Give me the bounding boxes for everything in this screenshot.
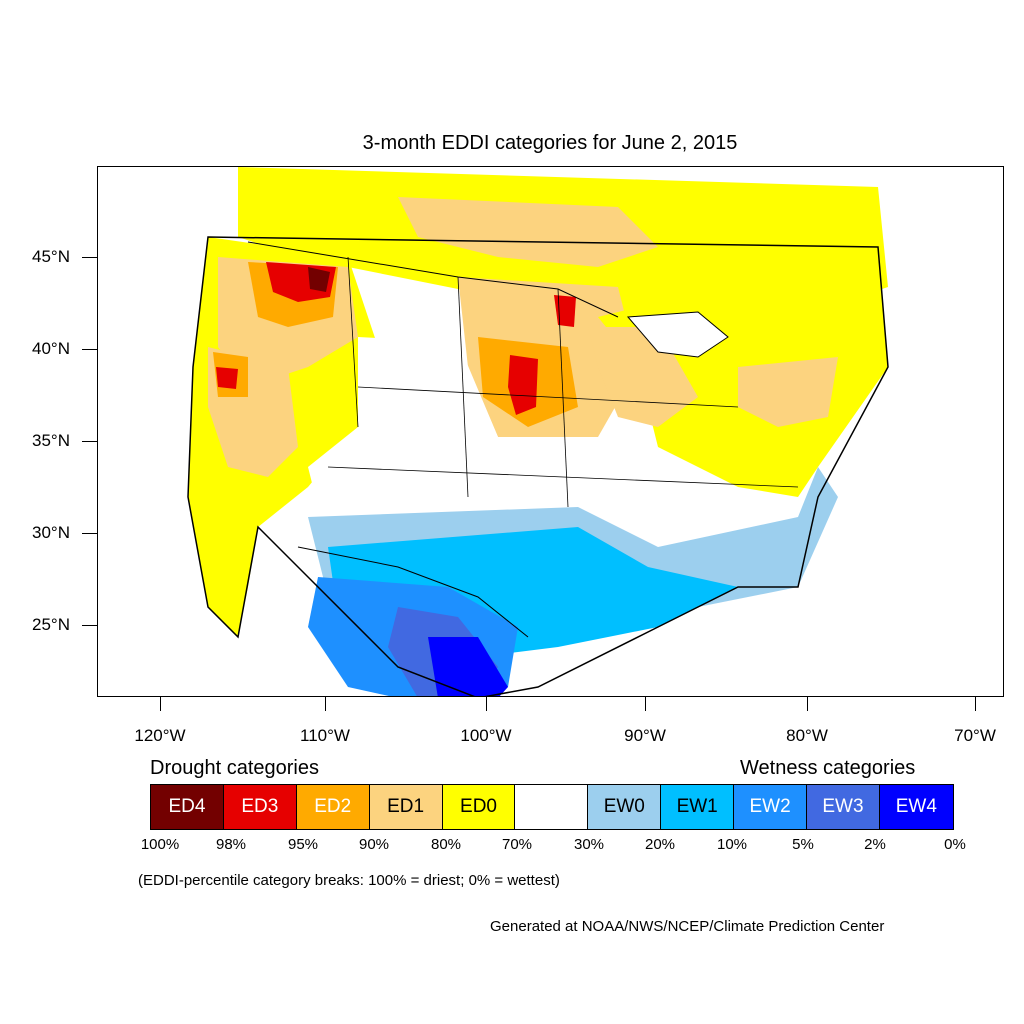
eddi-map-canvas [187,167,889,696]
legend-note: (EDDI-percentile category breaks: 100% =… [138,872,560,889]
lat-tick [82,257,97,258]
legend-normal [515,785,589,829]
pct-break: 0% [944,836,966,853]
canada-border [247,241,619,318]
legend-ew2: EW2 [734,785,808,829]
lon-label-70: 70°W [954,726,996,745]
lon-label-120: 120°W [134,726,186,745]
credit-line: Generated at NOAA/NWS/NCEP/Climate Predi… [490,918,885,935]
state-line-5 [327,466,799,488]
lat-label-40: 40°N [32,339,70,358]
pct-break: 2% [864,836,886,853]
pct-break: 5% [792,836,814,853]
pct-break: 98% [215,836,247,853]
great-lakes [626,311,729,358]
legend-ed1: ED1 [369,785,443,829]
lat-tick [82,441,97,442]
legend-ed0: ED0 [442,785,516,829]
lon-tick [486,697,487,711]
pct-break: 70% [501,836,533,853]
legend-ed4: ED4 [151,785,224,829]
legend-ed3: ED3 [223,785,297,829]
pct-break: 80% [430,836,462,853]
lon-tick [645,697,646,711]
wetness-heading: Wetness categories [740,757,916,779]
lon-tick [325,697,326,711]
lat-tick [82,349,97,350]
lon-label-80: 80°W [786,726,828,745]
canada-dry-band [398,197,658,267]
pct-break: 90% [358,836,390,853]
lon-tick [975,697,976,711]
pct-break: 10% [716,836,748,853]
legend-ew0: EW0 [588,785,662,829]
state-line-1 [347,256,359,428]
lon-tick [807,697,808,711]
lat-tick [82,533,97,534]
legend-ew1: EW1 [661,785,735,829]
legend-ew4: EW4 [879,785,953,829]
lon-label-110: 110°W [300,726,350,745]
legend-ed2: ED2 [296,785,370,829]
map-title: 3-month EDDI categories for June 2, 2015 [362,132,738,154]
lon-label-90: 90°W [624,726,666,745]
drought-heading: Drought categories [150,757,319,779]
lat-label-45: 45°N [32,247,70,266]
pct-break: 100% [140,836,180,853]
lon-tick [160,697,161,711]
pct-break: 95% [287,836,319,853]
state-line-4 [357,386,739,408]
pct-break: 20% [644,836,676,853]
nebraska-severe [508,355,538,415]
south-wet-exceptional [428,637,508,696]
eddi-map [97,166,1004,697]
lat-tick [82,625,97,626]
lat-label-35: 35°N [32,431,70,450]
midatlantic-dry [738,357,838,427]
state-line-2 [457,276,469,498]
lon-label-100: 100°W [460,726,512,745]
idaho-exceptional [308,267,330,292]
lat-label-30: 30°N [32,523,70,542]
california-severe [216,367,238,389]
us-outline [187,236,889,696]
lat-label-25: 25°N [32,615,70,634]
legend-ew3: EW3 [807,785,880,829]
pct-break: 30% [573,836,605,853]
mexico-border [297,546,529,638]
category-legend: ED4 ED3 ED2 ED1 ED0 EW0 EW1 EW2 EW3 EW4 [150,784,954,830]
